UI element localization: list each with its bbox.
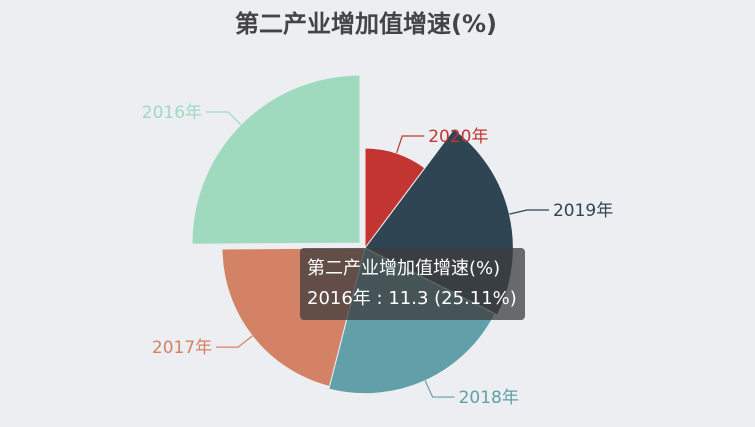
slice-label-2020: 2020年 [428, 127, 488, 147]
leader-line-2020 [395, 135, 425, 154]
tooltip: 第二产业增加值增速(%) 2016年 : 11.3 (25.11%) [300, 248, 525, 320]
tooltip-title: 第二产业增加值增速(%) [307, 258, 501, 279]
chart-title: 第二产业增加值增速(%) [235, 10, 497, 38]
leader-line-2018 [424, 380, 455, 398]
leader-line-2017 [216, 335, 253, 348]
slice-label-2016: 2016年 [142, 103, 202, 123]
leader-line-2016 [206, 111, 242, 126]
tooltip-text: 2016年 : 11.3 (25.11%) [307, 288, 517, 309]
leader-line-2019 [509, 209, 549, 215]
pie-slice-2016[interactable] [191, 74, 361, 245]
slice-label-2019: 2019年 [553, 201, 613, 221]
slice-label-2017: 2017年 [152, 338, 212, 358]
slice-label-2018: 2018年 [459, 388, 519, 408]
